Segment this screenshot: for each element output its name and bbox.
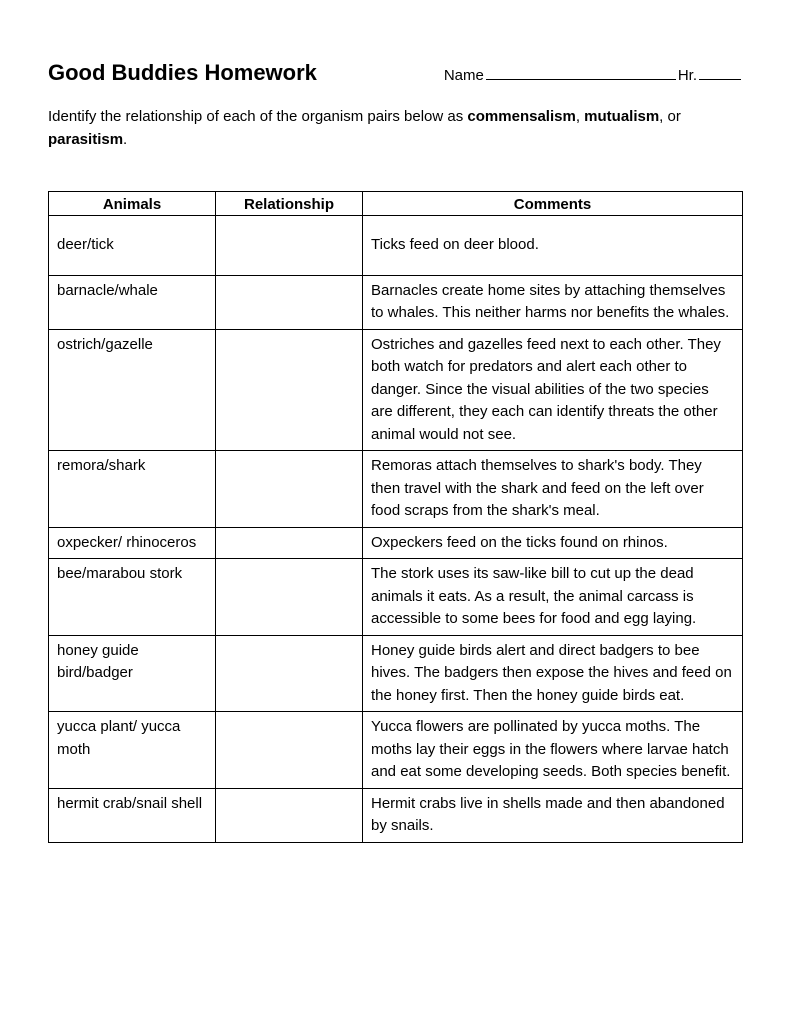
cell-animals: remora/shark — [57, 455, 207, 478]
col-header-comments: Comments — [363, 192, 743, 216]
cell-comments: Honey guide birds alert and direct badge… — [371, 640, 734, 708]
table-row: bee/marabou stork The stork uses its saw… — [49, 559, 743, 636]
name-label: Name — [444, 67, 484, 84]
instr-term-1: commensalism — [467, 108, 575, 125]
table-header-row: Animals Relationship Comments — [49, 192, 743, 216]
cell-animals: oxpecker/ rhinoceros — [57, 532, 207, 555]
cell-comments: Remoras attach themselves to shark's bod… — [371, 455, 734, 523]
cell-animals: hermit crab/snail shell — [57, 793, 207, 816]
cell-comments: Barnacles create home sites by attaching… — [371, 280, 734, 325]
cell-animals: barnacle/whale — [57, 280, 207, 303]
cell-comments: Yucca flowers are pollinated by yucca mo… — [371, 716, 734, 784]
name-hr-fields: Name Hr. — [444, 65, 743, 84]
cell-animals: yucca plant/ yucca moth — [57, 716, 207, 761]
table-row: ostrich/gazelle Ostriches and gazelles f… — [49, 329, 743, 451]
col-header-relationship: Relationship — [216, 192, 363, 216]
header-row: Good Buddies Homework Name Hr. — [48, 60, 743, 86]
instr-term-3: parasitism — [48, 131, 123, 148]
cell-comments: Oxpeckers feed on the ticks found on rhi… — [371, 532, 734, 555]
col-header-animals: Animals — [49, 192, 216, 216]
cell-animals: bee/marabou stork — [57, 563, 207, 586]
table-row: hermit crab/snail shell Hermit crabs liv… — [49, 788, 743, 842]
instr-term-2: mutualism — [584, 108, 659, 125]
instr-sep-1: , — [576, 108, 584, 125]
page-title: Good Buddies Homework — [48, 60, 317, 86]
instr-pre: Identify the relationship of each of the… — [48, 108, 467, 125]
hr-label: Hr. — [678, 67, 697, 84]
cell-comments: Ostriches and gazelles feed next to each… — [371, 334, 734, 447]
table-row: yucca plant/ yucca moth Yucca flowers ar… — [49, 712, 743, 789]
instructions: Identify the relationship of each of the… — [48, 106, 743, 151]
cell-comments: The stork uses its saw-like bill to cut … — [371, 563, 734, 631]
table-row: oxpecker/ rhinoceros Oxpeckers feed on t… — [49, 527, 743, 559]
table-row: remora/shark Remoras attach themselves t… — [49, 451, 743, 528]
name-blank[interactable] — [486, 65, 676, 80]
cell-animals: deer/tick — [57, 234, 207, 257]
table-row: deer/tick Ticks feed on deer blood. — [49, 216, 743, 276]
table-row: barnacle/whale Barnacles create home sit… — [49, 275, 743, 329]
cell-comments: Hermit crabs live in shells made and the… — [371, 793, 734, 838]
hr-blank[interactable] — [699, 65, 741, 80]
cell-comments: Ticks feed on deer blood. — [371, 234, 734, 257]
instr-sep-2: , or — [659, 108, 681, 125]
cell-animals: honey guide bird/badger — [57, 640, 207, 685]
cell-animals: ostrich/gazelle — [57, 334, 207, 357]
instr-post: . — [123, 131, 127, 148]
table-row: honey guide bird/badger Honey guide bird… — [49, 635, 743, 712]
relationships-table: Animals Relationship Comments deer/tick … — [48, 191, 743, 843]
worksheet-page: Good Buddies Homework Name Hr. Identify … — [0, 0, 791, 883]
